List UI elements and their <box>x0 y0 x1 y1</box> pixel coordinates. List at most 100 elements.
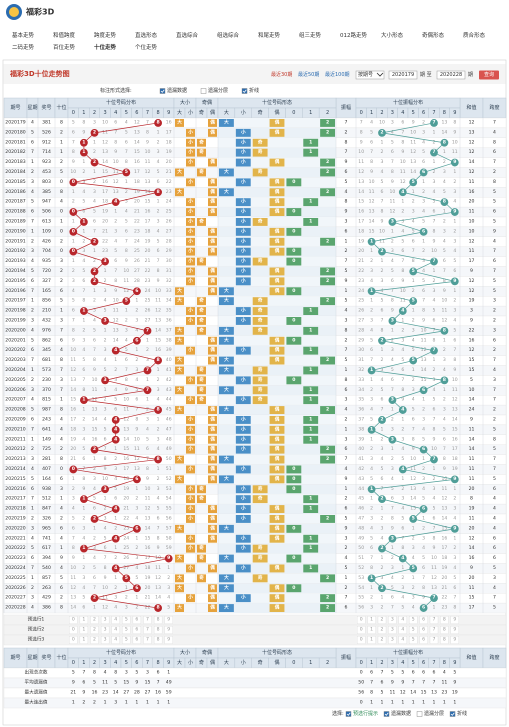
preselect-cell[interactable] <box>69 636 78 644</box>
preselect-cell[interactable] <box>419 636 428 644</box>
preselect-cell[interactable] <box>357 616 366 624</box>
nav-link[interactable]: 百位走势 <box>53 43 76 51</box>
omission: 9 <box>72 337 75 343</box>
nav-link[interactable]: 奇偶形态 <box>422 31 445 39</box>
preselect-cell[interactable] <box>164 616 173 624</box>
cell-t: 4 <box>60 436 63 442</box>
preselect-cell[interactable] <box>450 636 459 644</box>
recent-link[interactable]: 最近100期 <box>325 71 350 78</box>
preselect-cell[interactable] <box>409 616 418 624</box>
checkbox[interactable] <box>416 711 423 717</box>
nav-link[interactable]: 直选形态 <box>135 31 158 39</box>
preselect-cell[interactable] <box>429 616 439 624</box>
preselect-cell[interactable] <box>90 636 99 644</box>
preselect-cell[interactable] <box>153 626 163 634</box>
preselect-cell[interactable] <box>111 616 120 624</box>
preselect-cell[interactable] <box>132 616 142 624</box>
nav-link[interactable]: 跨度走势 <box>94 31 117 39</box>
input-from[interactable] <box>388 70 418 80</box>
preselect-cell[interactable] <box>122 616 131 624</box>
preselect-cell[interactable] <box>377 626 387 634</box>
preselect-cell[interactable] <box>398 636 407 644</box>
preselect-cell[interactable] <box>79 626 89 634</box>
recent-link[interactable]: 最近30期 <box>271 71 292 78</box>
preselect-cell[interactable] <box>132 636 142 644</box>
shape-hit <box>286 584 302 593</box>
preselect-cell[interactable] <box>143 626 152 634</box>
nav-link[interactable]: 012路走势 <box>340 31 367 39</box>
preselect-cell[interactable] <box>377 616 387 624</box>
preselect-cell[interactable] <box>357 636 366 644</box>
preselect-cell[interactable] <box>440 636 449 644</box>
preselect-cell[interactable] <box>357 626 366 634</box>
shape-hit <box>235 218 251 226</box>
preselect-cell[interactable] <box>367 636 376 644</box>
preselect-cell[interactable] <box>79 636 89 644</box>
preselect-cell[interactable] <box>69 626 78 634</box>
preselect-cell[interactable] <box>143 636 152 644</box>
shape-label: 2 <box>326 515 329 521</box>
preselect-cell[interactable] <box>90 616 99 624</box>
nav-link[interactable]: 大小形态 <box>381 31 404 39</box>
preselect-cell[interactable] <box>409 636 418 644</box>
preselect-cell[interactable] <box>111 626 120 634</box>
preselect-cell[interactable] <box>388 626 397 634</box>
preselect-cell[interactable] <box>153 616 163 624</box>
preselect-cell[interactable] <box>429 626 439 634</box>
preselect-cell[interactable] <box>122 626 131 634</box>
nav-link[interactable]: 直选综合 <box>176 31 199 39</box>
preselect-cell[interactable] <box>69 616 78 624</box>
checkbox[interactable] <box>159 88 166 94</box>
nav-link[interactable]: 个位走势 <box>135 43 158 51</box>
hit-ball <box>80 148 88 157</box>
preselect-cell[interactable] <box>90 626 99 634</box>
preselect-cell[interactable] <box>153 636 163 644</box>
nav-link[interactable]: 十位走势 <box>94 43 117 51</box>
hit-ball <box>90 128 99 137</box>
nav-link[interactable]: 和尾走势 <box>258 31 281 39</box>
nav-link[interactable]: 和值跨度 <box>53 31 76 39</box>
preselect-cell[interactable] <box>388 636 397 644</box>
preselect-cell[interactable] <box>367 616 376 624</box>
preselect-cell[interactable] <box>409 626 418 634</box>
preselect-cell[interactable] <box>111 636 120 644</box>
preselect-cell[interactable] <box>440 626 449 634</box>
preselect-cell[interactable] <box>429 636 439 644</box>
nav-link[interactable]: 组选综合 <box>217 31 240 39</box>
preselect-cell[interactable] <box>132 626 142 634</box>
nav-link[interactable]: 质合形态 <box>463 31 486 39</box>
nav-link[interactable]: 二码走势 <box>12 43 35 51</box>
preselect-cell[interactable] <box>143 616 152 624</box>
preselect-cell[interactable] <box>100 636 110 644</box>
omission: 2 <box>82 327 85 333</box>
preselect-cell[interactable] <box>377 636 387 644</box>
recent-link[interactable]: 最近50期 <box>298 71 319 78</box>
checkbox[interactable] <box>345 711 352 717</box>
checkbox[interactable] <box>241 88 248 94</box>
checkbox[interactable] <box>200 88 207 94</box>
preselect-cell[interactable] <box>122 636 131 644</box>
checkbox[interactable] <box>449 711 456 717</box>
preselect-cell[interactable] <box>440 616 449 624</box>
shape-hit <box>175 326 184 335</box>
query-button[interactable] <box>479 70 499 80</box>
preselect-cell[interactable] <box>367 626 376 634</box>
preselect-cell[interactable] <box>164 626 173 634</box>
input-to[interactable] <box>436 70 466 80</box>
shape-label: 奇 <box>199 485 204 492</box>
preselect-cell[interactable] <box>450 616 459 624</box>
preselect-cell[interactable] <box>100 626 110 634</box>
preselect-cell[interactable] <box>398 616 407 624</box>
select-box[interactable] <box>355 70 385 80</box>
preselect-cell[interactable] <box>450 626 459 634</box>
preselect-cell[interactable] <box>100 616 110 624</box>
nav-link[interactable]: 组三走势 <box>299 31 322 39</box>
preselect-cell[interactable] <box>419 616 428 624</box>
preselect-cell[interactable] <box>398 626 407 634</box>
preselect-cell[interactable] <box>419 626 428 634</box>
checkbox[interactable] <box>383 711 390 717</box>
preselect-cell[interactable] <box>79 616 89 624</box>
nav-link[interactable]: 基本走势 <box>12 31 35 39</box>
preselect-cell[interactable] <box>164 636 173 644</box>
preselect-cell[interactable] <box>388 616 397 624</box>
